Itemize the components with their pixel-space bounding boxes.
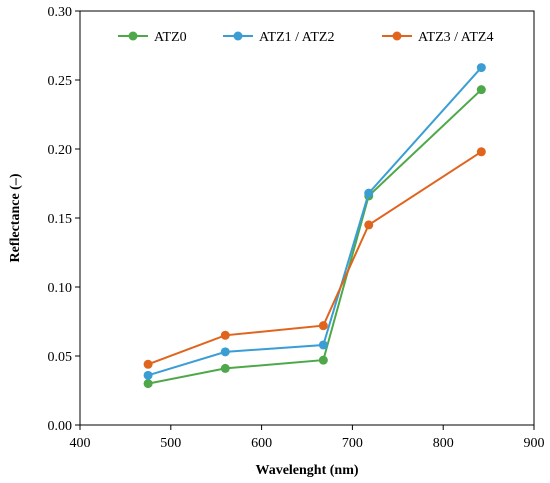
data-point xyxy=(476,85,486,95)
data-point xyxy=(318,321,328,331)
series-line-2 xyxy=(147,66,483,377)
legend-label: ATZ1 / ATZ2 xyxy=(259,30,334,45)
x-tick-label: 400 xyxy=(70,436,91,451)
x-tick-label: 700 xyxy=(342,436,363,451)
y-tick-label: 0.25 xyxy=(48,74,73,89)
y-tick-label: 0.00 xyxy=(48,419,73,434)
y-tick-label: 0.20 xyxy=(48,143,73,158)
y-axis-ticks: 0.00 0.05 0.10 0.15 0.20 0.25 0.30 xyxy=(48,5,80,434)
data-point xyxy=(143,379,153,389)
x-tick-label: 500 xyxy=(160,436,181,451)
y-tick-label: 0.10 xyxy=(48,281,73,296)
y-axis-title: Reflectance (–) xyxy=(8,173,23,262)
x-axis-ticks: 400 500 600 700 800 900 xyxy=(70,425,545,451)
data-point xyxy=(220,363,230,373)
x-axis-title: Wavelenght (nm) xyxy=(255,463,358,478)
legend-marker xyxy=(128,31,138,41)
data-point xyxy=(143,359,153,369)
x-tick-label: 600 xyxy=(251,436,272,451)
legend-label: ATZ3 / ATZ4 xyxy=(418,30,493,45)
data-point xyxy=(476,63,486,73)
data-point xyxy=(364,188,374,198)
data-point xyxy=(318,355,328,365)
data-point xyxy=(220,347,230,357)
series-line-3 xyxy=(147,150,482,366)
data-point xyxy=(220,330,230,340)
series-line-1 xyxy=(147,88,482,385)
data-point xyxy=(364,220,374,230)
legend: ATZ0 ATZ1 / ATZ2 ATZ3 / ATZ4 xyxy=(118,30,493,45)
data-point xyxy=(476,147,486,157)
legend-marker xyxy=(392,31,402,41)
data-point xyxy=(143,370,153,380)
series-layer xyxy=(143,63,486,389)
x-tick-label: 800 xyxy=(433,436,454,451)
y-tick-label: 0.05 xyxy=(48,350,73,365)
legend-label: ATZ0 xyxy=(154,30,187,45)
legend-marker xyxy=(233,31,243,41)
x-tick-label: 900 xyxy=(524,436,545,451)
data-point xyxy=(318,340,328,350)
y-tick-label: 0.30 xyxy=(48,5,73,20)
y-tick-label: 0.15 xyxy=(48,212,73,227)
